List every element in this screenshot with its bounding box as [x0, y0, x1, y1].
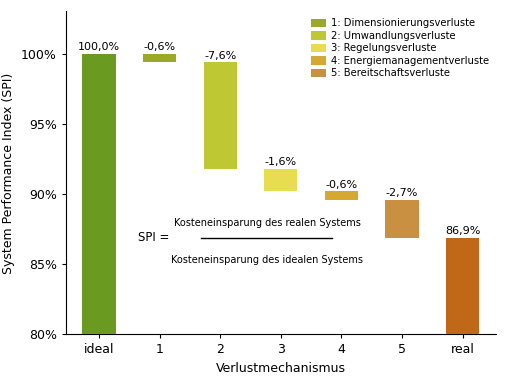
Text: -1,6%: -1,6% — [264, 157, 296, 167]
Text: 100,0%: 100,0% — [78, 42, 120, 52]
Bar — [445, 238, 478, 334]
Text: Kosteneinsparung des realen Systems: Kosteneinsparung des realen Systems — [173, 218, 360, 228]
Text: -0,6%: -0,6% — [143, 42, 175, 52]
Bar — [324, 191, 358, 200]
Text: Kosteneinsparung des idealen Systems: Kosteneinsparung des idealen Systems — [171, 255, 363, 265]
Bar — [143, 54, 176, 62]
Text: -0,6%: -0,6% — [325, 180, 357, 190]
Bar — [264, 169, 297, 191]
Legend: 1: Dimensionierungsverluste, 2: Umwandlungsverluste, 3: Regelungsverluste, 4: En: 1: Dimensionierungsverluste, 2: Umwandlu… — [308, 16, 490, 81]
Text: -2,7%: -2,7% — [385, 188, 417, 198]
Text: -7,6%: -7,6% — [204, 51, 236, 60]
Y-axis label: System Performance Index (SPI): System Performance Index (SPI) — [3, 72, 15, 274]
Text: 86,9%: 86,9% — [444, 226, 479, 236]
Bar — [385, 200, 418, 238]
X-axis label: Verlustmechanismus: Verlustmechanismus — [216, 362, 345, 375]
Text: SPI =: SPI = — [137, 231, 169, 244]
Bar — [82, 54, 116, 334]
Bar — [203, 62, 236, 169]
